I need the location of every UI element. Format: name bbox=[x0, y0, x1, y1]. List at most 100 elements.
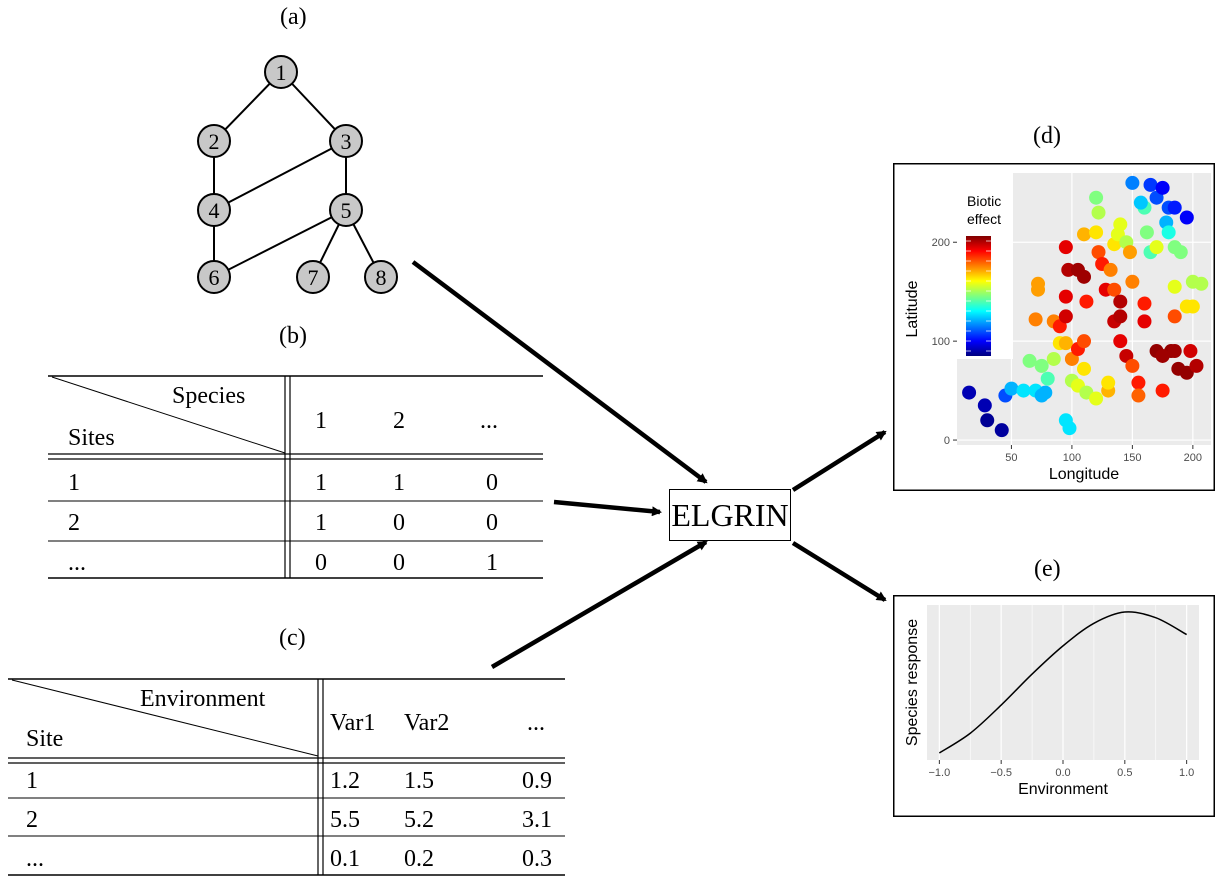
line-ylabel: Species response bbox=[904, 619, 921, 746]
graph-node-label: 2 bbox=[209, 129, 220, 154]
map-xtick-label: 200 bbox=[1184, 452, 1202, 464]
panel-label-a: (a) bbox=[280, 4, 307, 30]
species-col-1: 1 bbox=[315, 408, 327, 434]
arrow-graph-to-elgrin bbox=[411, 260, 708, 484]
map-point bbox=[1028, 312, 1043, 327]
map-point bbox=[1189, 358, 1204, 373]
species-row-site: 2 bbox=[68, 510, 80, 536]
map-point bbox=[1173, 245, 1188, 260]
env-cell: 0.2 bbox=[404, 846, 434, 872]
legend-title-line2: effect bbox=[967, 211, 1001, 227]
map-point bbox=[1131, 375, 1146, 390]
map-point bbox=[1004, 381, 1019, 396]
line-xtick-label: −1.0 bbox=[929, 767, 951, 779]
species-cell: 1 bbox=[393, 470, 405, 496]
species-cell: 1 bbox=[486, 550, 498, 576]
map-point bbox=[1125, 358, 1140, 373]
graph-node-label: 4 bbox=[209, 198, 220, 223]
graph-node-8: 8 bbox=[364, 260, 398, 294]
panel-label-b: (b) bbox=[279, 323, 307, 349]
map-point bbox=[1113, 217, 1128, 232]
map-point bbox=[1077, 334, 1091, 349]
map-point bbox=[1167, 200, 1182, 215]
map-point bbox=[1167, 309, 1182, 324]
map-point bbox=[1061, 262, 1076, 277]
env-cell: 5.5 bbox=[330, 807, 360, 833]
map-point bbox=[1137, 314, 1152, 329]
map-point bbox=[1137, 296, 1152, 311]
map-point bbox=[1194, 276, 1209, 291]
env-cell: 0.1 bbox=[330, 846, 360, 872]
map-point bbox=[1040, 371, 1055, 386]
species-row-site: ... bbox=[68, 550, 86, 576]
species-cell: 1 bbox=[315, 470, 327, 496]
map-point bbox=[1031, 276, 1046, 291]
graph-node-label: 3 bbox=[341, 129, 352, 154]
map-point bbox=[1179, 210, 1194, 225]
env-row-site: 2 bbox=[26, 807, 38, 833]
env-col-3: ... bbox=[527, 710, 545, 736]
panel-label-d: (d) bbox=[1033, 123, 1061, 149]
map-point bbox=[994, 423, 1009, 438]
panel-label-e: (e) bbox=[1034, 556, 1061, 582]
graph-node-label: 6 bbox=[209, 265, 220, 290]
biotic-effect-map: 50 100 150 200 0 100 200 Longitude Latitude Biot… bbox=[893, 163, 1215, 491]
line-xtick-label: −0.5 bbox=[990, 767, 1012, 779]
map-point bbox=[1103, 262, 1118, 277]
graph-node-4: 4 bbox=[197, 193, 231, 227]
map-point bbox=[1058, 336, 1073, 351]
env-col-2: Var2 bbox=[404, 710, 449, 736]
env-cell: 0.9 bbox=[522, 768, 552, 794]
sites-header: Sites bbox=[68, 425, 115, 451]
map-xtick-label: 50 bbox=[1005, 452, 1017, 464]
graph-edge bbox=[213, 209, 347, 278]
map-point bbox=[1077, 361, 1091, 376]
map-point bbox=[1143, 177, 1158, 192]
species-cell: 0 bbox=[393, 550, 405, 576]
map-point bbox=[1167, 344, 1182, 359]
species-response-chart: −1.0 −0.5 0.0 0.5 1.0 Environment Species resp… bbox=[893, 595, 1215, 817]
line-xtick-label: 0.0 bbox=[1055, 767, 1070, 779]
map-point bbox=[1016, 383, 1031, 398]
env-cell: 5.2 bbox=[404, 807, 434, 833]
map-point bbox=[1101, 375, 1116, 390]
map-point bbox=[1046, 351, 1061, 366]
env-cell: 0.3 bbox=[522, 846, 552, 872]
map-point bbox=[1133, 195, 1148, 210]
map-point bbox=[1139, 225, 1154, 240]
arrow-elgrin-to-map bbox=[791, 430, 887, 492]
legend-title-line1: Biotic bbox=[967, 193, 1001, 209]
line-xtick-label: 0.5 bbox=[1117, 767, 1132, 779]
map-point bbox=[1091, 245, 1106, 260]
map-point bbox=[1122, 245, 1137, 260]
graph-node-7: 7 bbox=[296, 260, 330, 294]
species-graph: 1 2 3 4 5 6 7 8 bbox=[197, 55, 398, 294]
map-point bbox=[1113, 334, 1128, 349]
map-point bbox=[1161, 225, 1176, 240]
graph-node-5: 5 bbox=[329, 193, 363, 227]
graph-node-3: 3 bbox=[329, 124, 363, 158]
map-point bbox=[1058, 240, 1073, 255]
species-col-3: ... bbox=[480, 408, 498, 434]
map-point bbox=[1022, 353, 1037, 368]
elgrin-box: ELGRIN bbox=[669, 489, 791, 541]
species-cell: 0 bbox=[393, 510, 405, 536]
map-point bbox=[1125, 274, 1140, 289]
map-point bbox=[1034, 358, 1049, 373]
arrow-env-to-elgrin bbox=[490, 540, 708, 669]
map-point bbox=[1155, 383, 1170, 398]
environment-table: Environment Site Var1 Var2 ... 1 1.2 1.5… bbox=[8, 678, 565, 876]
arrow-elgrin-to-curve bbox=[791, 541, 887, 602]
graph-node-label: 7 bbox=[308, 265, 319, 290]
map-point bbox=[1107, 282, 1122, 297]
map-point bbox=[1179, 365, 1194, 380]
graph-node-label: 5 bbox=[341, 198, 352, 223]
map-point bbox=[1077, 227, 1091, 242]
species-row-site: 1 bbox=[68, 470, 80, 496]
map-point bbox=[1185, 299, 1200, 314]
map-point bbox=[1089, 225, 1104, 240]
graph-node-1: 1 bbox=[264, 55, 298, 89]
map-point bbox=[962, 385, 977, 400]
elgrin-label: ELGRIN bbox=[671, 496, 789, 533]
